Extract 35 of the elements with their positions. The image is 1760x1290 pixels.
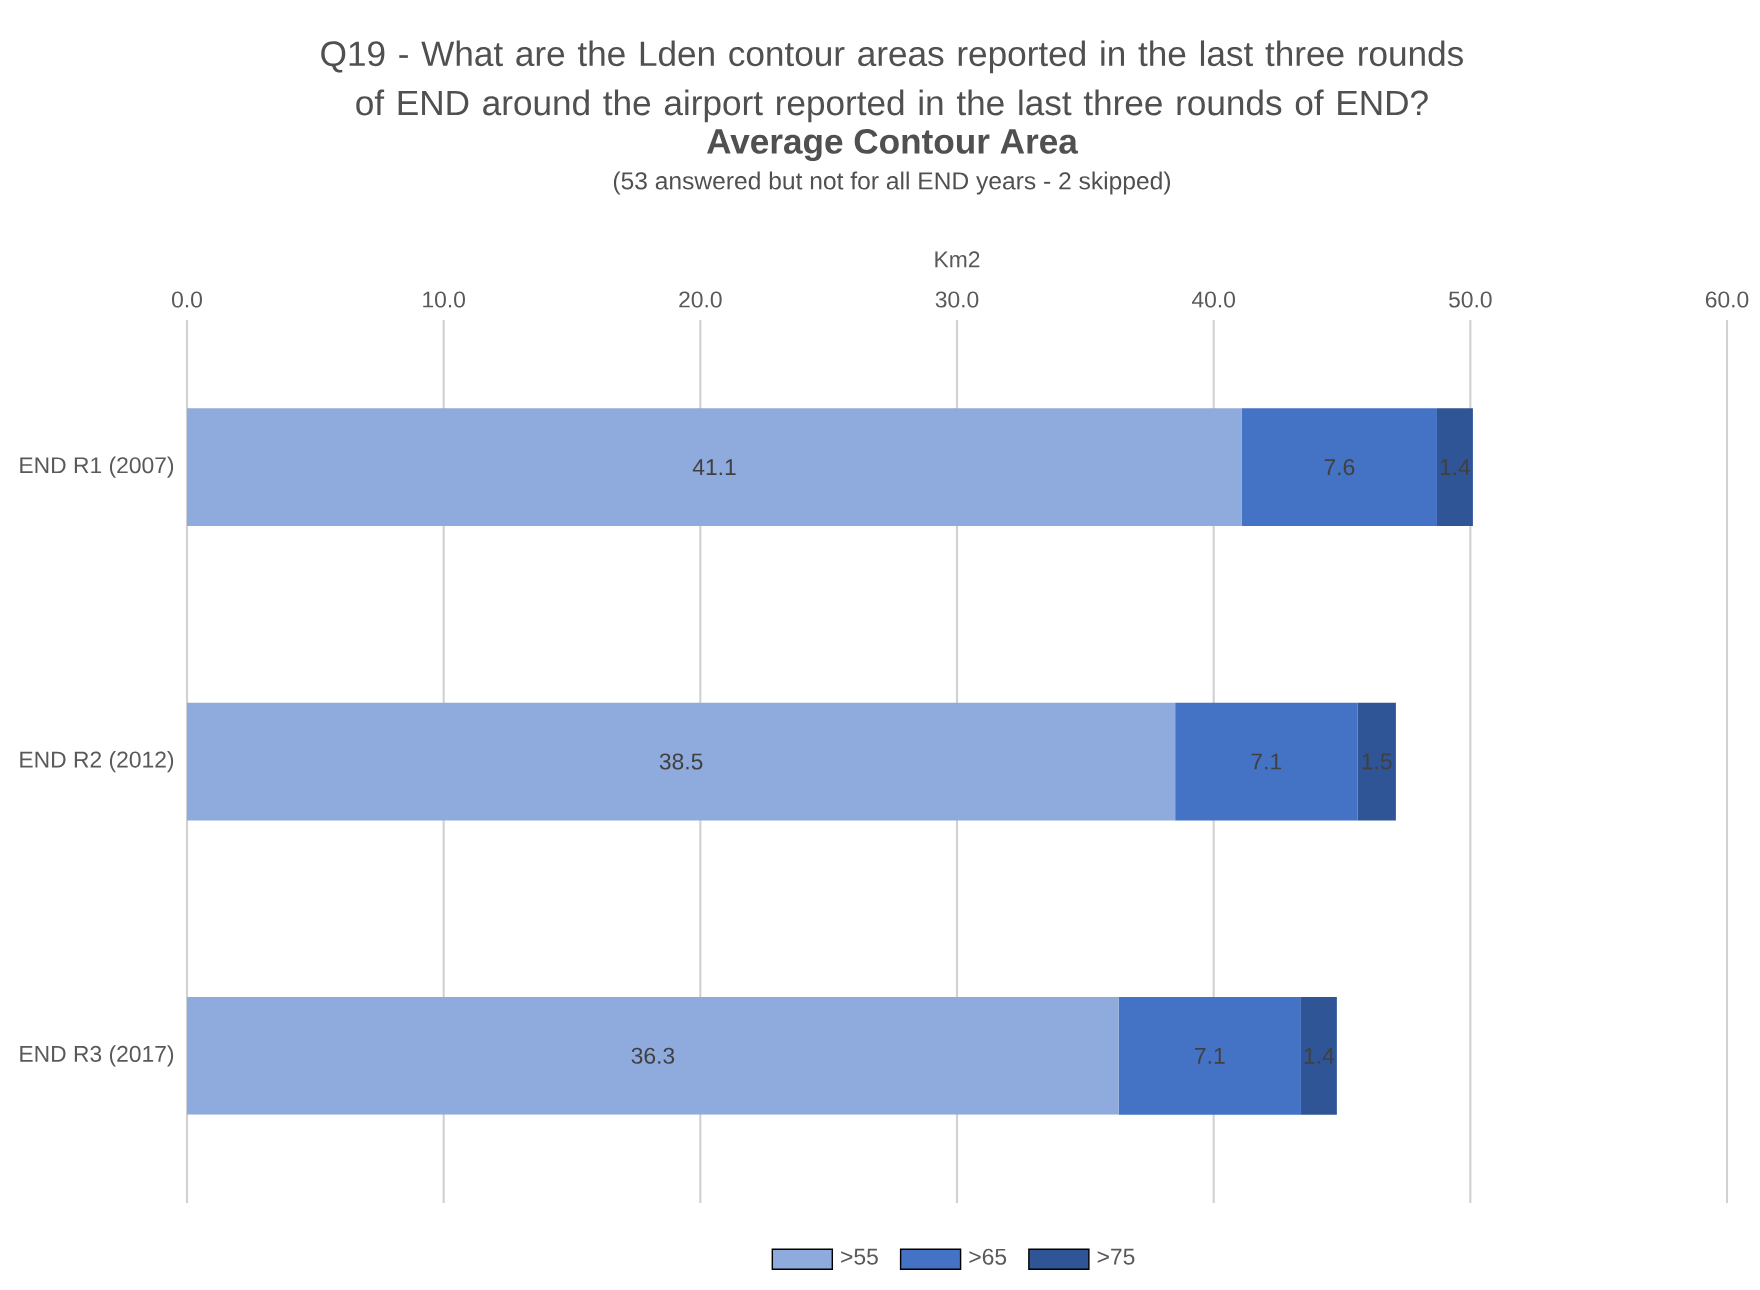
- data-label: 1.4: [1440, 459, 1471, 476]
- legend-label: >65: [969, 1248, 1007, 1265]
- bar: [1175, 702, 1358, 821]
- y-tick-label: END R2 (2012): [20, 750, 174, 773]
- chart-title: Q19 - What are the Lden contour areas reported in the last three rounds of END around the airport reported in the last three rounds of END?: [321, 40, 1463, 123]
- x-tick-label: 50.0: [1449, 291, 1492, 308]
- bar: [187, 702, 1176, 821]
- x-tick-label: 0.0: [172, 291, 202, 308]
- data-label: 38.5: [659, 753, 703, 770]
- y-tick-label: END R1 (2007): [20, 456, 174, 478]
- chart-subtitle: Average Contour Area: [707, 129, 1079, 161]
- bar: [1357, 702, 1396, 821]
- x-tick-label: 60.0: [1705, 291, 1749, 308]
- bar: [187, 996, 1119, 1115]
- y-tick-label: END R3 (2017): [20, 1045, 174, 1067]
- data-label: 36.3: [631, 1047, 675, 1064]
- data-label: 41.1: [692, 459, 736, 476]
- data-label: 1.4: [1304, 1047, 1335, 1064]
- x-tick-label: 30.0: [935, 291, 979, 308]
- text: (53 answered but not for all END years - 2 skipped): [613, 171, 1171, 195]
- legend-label: >75: [1097, 1248, 1135, 1265]
- x-axis-title: Km2: [935, 251, 980, 268]
- data-label: 7.1: [1251, 753, 1282, 770]
- data-label: 7.1: [1195, 1047, 1225, 1064]
- x-tick-label: 40.0: [1191, 291, 1235, 308]
- x-tick-label: 20.0: [679, 291, 722, 308]
- data-label: 7.6: [1324, 459, 1355, 476]
- bar: [1300, 996, 1337, 1115]
- bar: [1118, 996, 1301, 1115]
- bar: [1436, 408, 1473, 527]
- x-tick-label: 10.0: [423, 291, 465, 308]
- bar: [187, 408, 1242, 527]
- data-label: 1.5: [1362, 753, 1392, 770]
- legend-label: >55: [841, 1248, 878, 1265]
- bar: [1241, 408, 1437, 527]
